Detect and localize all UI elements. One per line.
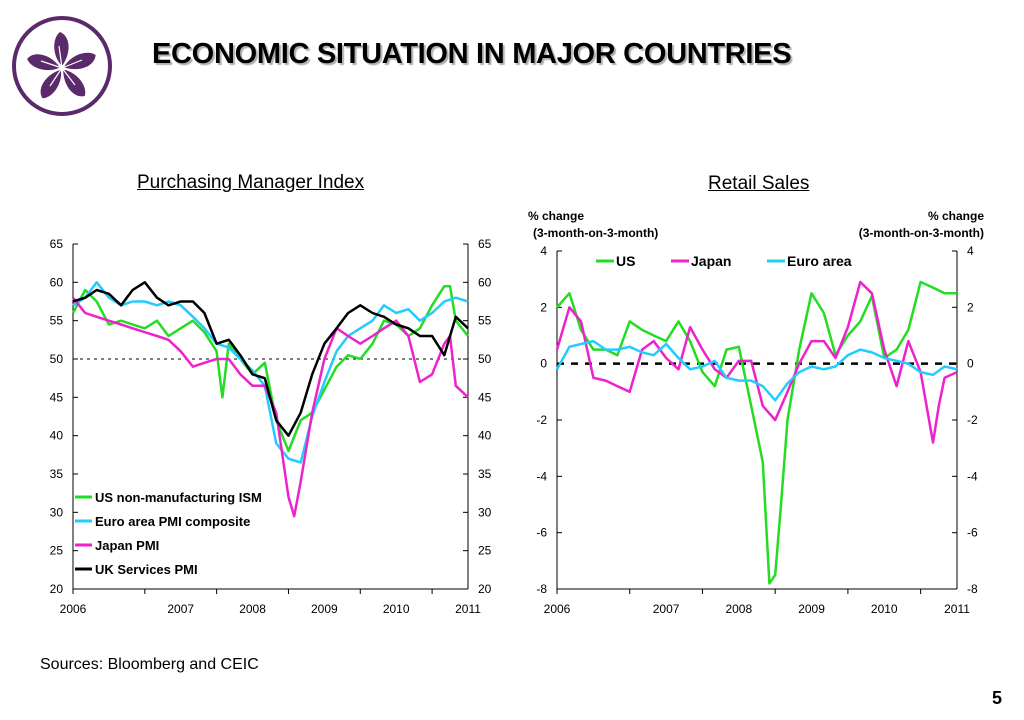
series-line-japan-pmi (72, 296, 469, 518)
y-tick-label-left: -6 (536, 526, 547, 540)
series-line-uk-services-pmi (72, 281, 469, 437)
y-axis-label-right: (3-month-on-3-month) (859, 226, 984, 240)
legend-label-us: US (616, 253, 635, 269)
x-tick-label: 2011 (944, 602, 970, 616)
x-tick-label: 2008 (725, 602, 752, 616)
page-number: 5 (991, 688, 1002, 708)
x-tick-label: 2009 (311, 602, 338, 616)
y-tick-label-left: 40 (50, 429, 64, 443)
y-axis-label-left: % change (528, 209, 584, 223)
y-tick-label-right: 20 (478, 582, 492, 596)
y-tick-label-left: 35 (50, 467, 64, 481)
page-title: ECONOMIC SITUATION IN MAJOR COUNTRIES (152, 38, 792, 70)
y-tick-label-right: 45 (478, 390, 492, 404)
y-tick-label-left: 55 (50, 314, 64, 328)
x-tick-label: 2009 (798, 602, 825, 616)
x-tick-label: 2008 (239, 602, 266, 616)
y-tick-label-right: 60 (478, 275, 492, 289)
series-line-us-non-manufacturing-ism (71, 284, 469, 453)
y-tick-label-left: -2 (536, 413, 547, 427)
y-tick-label-left: 25 (50, 544, 64, 558)
y-tick-label-right: -2 (967, 413, 978, 427)
y-axis-label-left: (3-month-on-3-month) (533, 226, 658, 240)
y-tick-label-left: -4 (536, 469, 547, 483)
retail-chart-title: Retail Sales (708, 173, 810, 194)
x-tick-label: 2011 (455, 602, 481, 616)
y-tick-label-left: -8 (536, 582, 547, 596)
y-tick-label-left: 0 (540, 357, 547, 371)
legend-label-uk-services-pmi: UK Services PMI (95, 562, 198, 577)
y-tick-label-right: 0 (967, 357, 974, 371)
y-tick-label-right: 55 (478, 314, 492, 328)
x-tick-label: 2006 (60, 602, 87, 616)
y-tick-label-right: 4 (967, 244, 974, 258)
pmi-chart-title: Purchasing Manager Index (137, 172, 365, 193)
y-tick-label-right: 65 (478, 237, 492, 251)
y-tick-label-right: -8 (967, 582, 978, 596)
y-tick-label-left: 2 (540, 300, 547, 314)
y-tick-label-right: 25 (478, 544, 492, 558)
x-tick-label: 2007 (653, 602, 680, 616)
series-line-us (556, 280, 957, 585)
pmi-line-chart: 20 20 25 25 30 30 35 35 40 40 45 45 50 50 55 55 60 60 65 65… (50, 237, 492, 616)
x-tick-label: 2010 (383, 602, 410, 616)
y-tick-label-left: 30 (50, 505, 64, 519)
legend-label-euro-area-pmi-composite: Euro area PMI composite (95, 514, 250, 529)
legend-label-japan: Japan (691, 253, 731, 269)
y-tick-label-left: 45 (50, 390, 64, 404)
x-tick-label: 2007 (167, 602, 194, 616)
y-tick-label-left: 60 (50, 275, 64, 289)
y-tick-label-right: 2 (967, 300, 974, 314)
y-tick-label-right: 35 (478, 467, 492, 481)
x-tick-label: 2010 (871, 602, 898, 616)
y-tick-label-right: 40 (478, 429, 492, 443)
retail-sales-line-chart: -8 -8 -6 -6 -4 -4 -2 -2 0 0 2 2 4 4 2006 2007 2008 2009 20… (528, 209, 984, 616)
y-tick-label-right: 30 (478, 505, 492, 519)
y-tick-label-left: 20 (50, 582, 64, 596)
legend-label-japan-pmi: Japan PMI (95, 538, 159, 553)
y-tick-label-left: 50 (50, 352, 64, 366)
bauhinia-logo (12, 16, 112, 116)
y-axis-label-right: % change (928, 209, 984, 223)
series-line-euro-area (555, 339, 958, 402)
sources-note: Sources: Bloomberg and CEIC (40, 656, 259, 673)
y-tick-label-right: 50 (478, 352, 492, 366)
x-tick-label: 2006 (544, 602, 571, 616)
y-tick-label-left: 65 (50, 237, 64, 251)
legend-label-euro-area: Euro area (787, 253, 852, 269)
series-line-japan (555, 280, 958, 444)
y-tick-label-left: 4 (540, 244, 547, 258)
legend-label-us-non-manufacturing-ism: US non-manufacturing ISM (95, 490, 262, 505)
y-tick-label-right: -4 (967, 469, 978, 483)
series-line-euro-area-pmi-composite (72, 281, 469, 464)
y-tick-label-right: -6 (967, 526, 978, 540)
